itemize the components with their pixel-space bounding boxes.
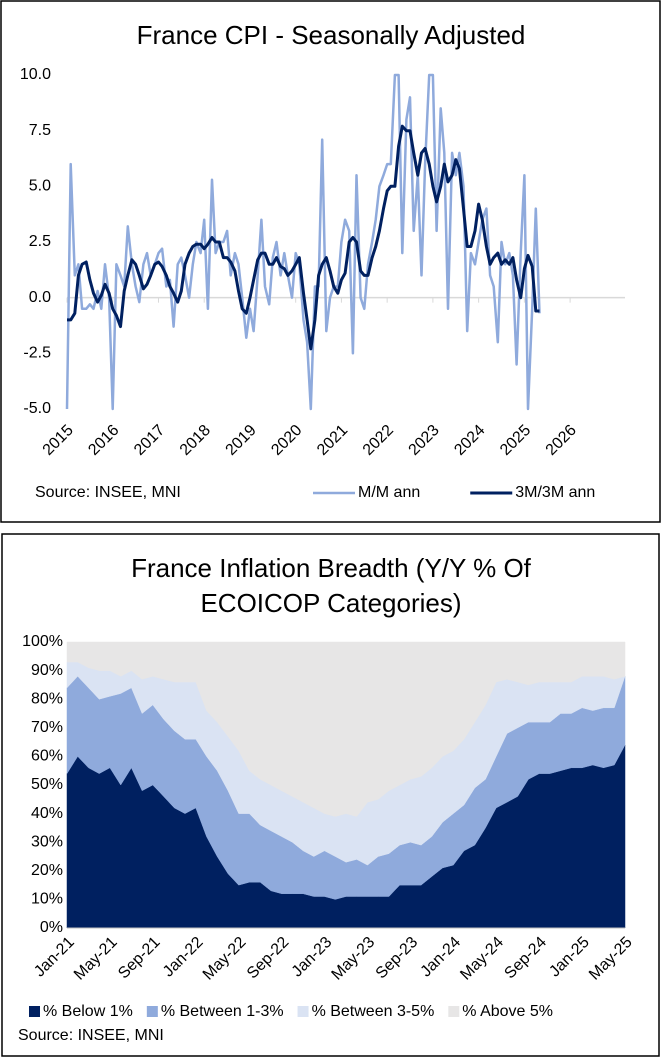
- legend-label: % Between 3-5%: [312, 1003, 435, 1020]
- y-tick-label: 7.5: [29, 122, 51, 139]
- x-tick-label: Jan-24: [418, 934, 465, 981]
- area-segment: [66, 641, 626, 817]
- chart-title: France Inflation Breadth (Y/Y % Of ECOIC…: [131, 553, 531, 618]
- y-tick-label: 100%: [22, 633, 63, 650]
- legend-label: % Above 5%: [462, 1003, 553, 1020]
- y-tick-label: 2.5: [29, 233, 51, 250]
- legend-swatch: [297, 1006, 309, 1017]
- x-tick-label: May-25: [586, 934, 636, 984]
- x-tick-label: May-21: [71, 934, 121, 984]
- legend-label: 3M/3M ann: [515, 484, 595, 501]
- y-tick-label: 5.0: [29, 178, 51, 195]
- x-tick-label: 2023: [406, 422, 443, 459]
- y-tick-label: 90%: [31, 662, 63, 679]
- x-tick-label: Jan-25: [546, 934, 593, 981]
- legend-label: M/M ann: [358, 484, 420, 501]
- x-tick-label: May-22: [200, 934, 250, 984]
- y-tick-label: 40%: [31, 805, 63, 822]
- panel-border: [1, 533, 660, 1057]
- y-tick-label: -2.5: [23, 345, 51, 362]
- x-tick-label: May-24: [457, 934, 507, 984]
- x-tick-label: Jan-22: [160, 934, 207, 981]
- y-tick-label: 0%: [40, 919, 63, 936]
- x-tick-label: May-23: [329, 934, 379, 984]
- legend-swatch: [29, 1006, 40, 1017]
- y-tick-label: 30%: [31, 833, 63, 850]
- x-tick-label: Sep-21: [115, 934, 164, 983]
- series-line: [65, 73, 541, 411]
- x-tick-label: 2015: [40, 422, 77, 459]
- y-tick-label: 70%: [31, 719, 63, 736]
- chart-title: France CPI - Seasonally Adjusted: [136, 20, 526, 50]
- source-note: Source: INSEE, MNI: [18, 1027, 164, 1044]
- x-tick-label: Jan-21: [31, 934, 78, 981]
- x-tick-label: 2021: [314, 422, 351, 459]
- y-tick-label: -5.0: [23, 400, 51, 417]
- x-tick-label: 2022: [360, 422, 397, 459]
- x-tick-label: Sep-23: [373, 934, 422, 983]
- y-tick-label: 60%: [31, 748, 63, 765]
- legend-label: % Below 1%: [43, 1003, 133, 1020]
- x-tick-label: 2020: [268, 422, 305, 459]
- series-line: [67, 124, 540, 351]
- y-tick-label: 10%: [31, 891, 63, 908]
- x-tick-label: 2016: [85, 422, 122, 459]
- x-tick-label: 2017: [131, 422, 168, 459]
- y-tick-label: 0.0: [29, 289, 51, 306]
- y-tick-label: 80%: [31, 690, 63, 707]
- legend-label: % Between 1-3%: [161, 1003, 284, 1020]
- x-tick-label: 2019: [223, 422, 260, 459]
- y-tick-label: 10.0: [20, 66, 51, 83]
- x-tick-label: Jan-23: [289, 934, 336, 981]
- source-note: Source: INSEE, MNI: [35, 484, 181, 501]
- x-tick-label: 2018: [177, 422, 214, 459]
- y-tick-label: 20%: [31, 862, 63, 879]
- legend-swatch: [146, 1006, 158, 1017]
- x-tick-label: 2024: [451, 422, 488, 459]
- x-tick-label: 2026: [543, 422, 580, 459]
- y-tick-label: 50%: [31, 776, 63, 793]
- x-tick-label: 2025: [497, 422, 534, 459]
- panel-border: [0, 0, 661, 523]
- legend-swatch: [448, 1006, 460, 1017]
- x-tick-label: Sep-24: [501, 934, 550, 983]
- x-tick-label: Sep-22: [244, 934, 293, 983]
